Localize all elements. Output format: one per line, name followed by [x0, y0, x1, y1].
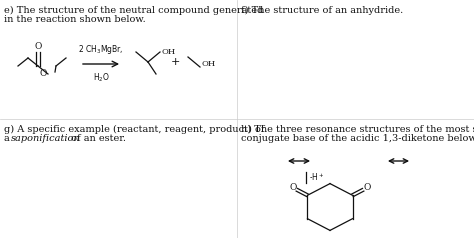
Text: h) The three resonance structures of the most stable: h) The three resonance structures of the…	[241, 125, 474, 134]
Text: g) A specific example (reactant, reagent, product) of: g) A specific example (reactant, reagent…	[4, 125, 264, 134]
Text: a: a	[4, 134, 13, 143]
Text: of an ester.: of an ester.	[68, 134, 126, 143]
Text: in the reaction shown below.: in the reaction shown below.	[4, 15, 146, 24]
Text: 2 CH$_3$MgBr,: 2 CH$_3$MgBr,	[78, 43, 124, 56]
Text: O: O	[40, 69, 47, 79]
Text: OH: OH	[202, 60, 216, 68]
Text: OH: OH	[162, 48, 176, 56]
Text: saponification: saponification	[11, 134, 81, 143]
Text: +: +	[170, 57, 180, 67]
Text: O: O	[363, 183, 370, 192]
Text: f) The structure of an anhydride.: f) The structure of an anhydride.	[241, 6, 403, 15]
Text: O: O	[34, 42, 42, 51]
Text: H$_2$O: H$_2$O	[92, 72, 109, 84]
Text: O: O	[290, 183, 297, 192]
Text: conjugate base of the acidic 1,3-diketone below.: conjugate base of the acidic 1,3-diketon…	[241, 134, 474, 143]
Text: e) The structure of the neutral compound generated: e) The structure of the neutral compound…	[4, 6, 263, 15]
Text: -H$^+$: -H$^+$	[309, 171, 325, 183]
